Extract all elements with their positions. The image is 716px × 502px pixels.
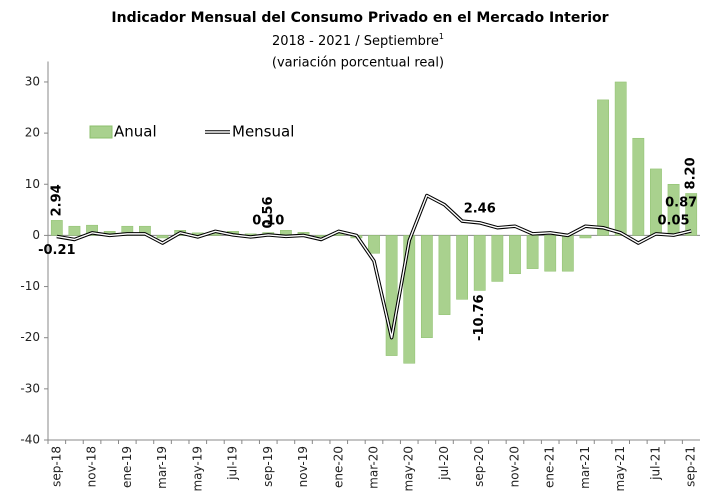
bar bbox=[403, 235, 416, 364]
x-tick-label: nov-19 bbox=[296, 446, 310, 487]
bar bbox=[473, 235, 486, 291]
bar bbox=[597, 99, 609, 236]
line-value-label: 2.46 bbox=[464, 201, 496, 216]
chart-title: Indicador Mensual del Consumo Privado en… bbox=[111, 10, 608, 26]
x-tick-label: may-19 bbox=[190, 446, 204, 492]
line-highlight bbox=[56, 194, 692, 339]
y-tick-label: 10 bbox=[25, 177, 40, 191]
x-tick-label: sep-21 bbox=[684, 446, 698, 487]
bar bbox=[632, 137, 645, 236]
bar bbox=[86, 224, 98, 236]
line bbox=[56, 193, 692, 340]
y-tick-label: -10 bbox=[20, 279, 40, 293]
bar bbox=[614, 81, 627, 236]
subtitle-text: 2018 - 2021 / Septiembre bbox=[272, 34, 439, 49]
legend-label: Mensual bbox=[232, 123, 294, 141]
bar bbox=[50, 220, 63, 236]
y-tick-label: 0 bbox=[32, 228, 40, 242]
line-value-label: -0.21 bbox=[38, 243, 75, 258]
x-tick-label: jul-19 bbox=[226, 446, 240, 481]
x-tick-label: nov-20 bbox=[507, 446, 521, 487]
bar bbox=[438, 235, 451, 315]
line-value-label: 0.87 bbox=[665, 195, 697, 210]
x-tick-label: ene-21 bbox=[543, 446, 557, 488]
bar-value-label: -10.76 bbox=[472, 294, 487, 341]
bar bbox=[561, 235, 574, 272]
bar bbox=[156, 235, 169, 239]
bar bbox=[685, 193, 698, 236]
bar bbox=[579, 235, 592, 239]
chart-subtitle-2: (variación porcentual real) bbox=[272, 56, 444, 71]
bar bbox=[509, 235, 521, 275]
x-tick-label: jul-21 bbox=[648, 446, 662, 481]
bar bbox=[385, 235, 398, 356]
x-tick-label: may-21 bbox=[613, 446, 627, 492]
legend-label: Anual bbox=[114, 123, 157, 141]
bar-value-label: 0.56 bbox=[261, 196, 276, 228]
y-tick-label: -20 bbox=[20, 330, 40, 344]
x-tick-label: ene-20 bbox=[331, 446, 345, 488]
bar-value-label: 2.94 bbox=[49, 184, 64, 216]
x-tick-label: sep-20 bbox=[472, 446, 486, 487]
x-tick-label: may-20 bbox=[402, 446, 416, 492]
line-value-label: 0.05 bbox=[658, 214, 690, 229]
x-tick-label: ene-19 bbox=[120, 446, 134, 488]
chart-subtitle: 2018 - 2021 / Septiembre1 bbox=[272, 32, 444, 49]
subtitle-note: 1 bbox=[439, 32, 444, 41]
bar bbox=[456, 235, 468, 300]
y-tick-label: 30 bbox=[25, 74, 40, 88]
bar bbox=[544, 235, 557, 272]
x-tick-label: mar-20 bbox=[367, 446, 381, 489]
x-tick-label: sep-18 bbox=[49, 446, 63, 487]
bar bbox=[491, 235, 504, 282]
x-tick-label: mar-21 bbox=[578, 446, 592, 489]
x-tick-label: nov-18 bbox=[85, 446, 99, 487]
bar bbox=[420, 235, 433, 338]
x-tick-label: mar-19 bbox=[155, 446, 169, 489]
x-tick-label: jul-20 bbox=[437, 446, 451, 481]
y-tick-label: -30 bbox=[20, 381, 40, 395]
bar bbox=[68, 225, 81, 236]
bar bbox=[526, 235, 539, 269]
y-tick-label: -40 bbox=[20, 433, 40, 447]
x-tick-label: sep-19 bbox=[261, 446, 275, 487]
line-value-label: 0.10 bbox=[252, 213, 284, 228]
y-tick-label: 20 bbox=[25, 126, 40, 140]
legend-swatch bbox=[89, 125, 113, 139]
bar bbox=[368, 235, 380, 254]
bar-value-label: 8.20 bbox=[684, 157, 699, 189]
